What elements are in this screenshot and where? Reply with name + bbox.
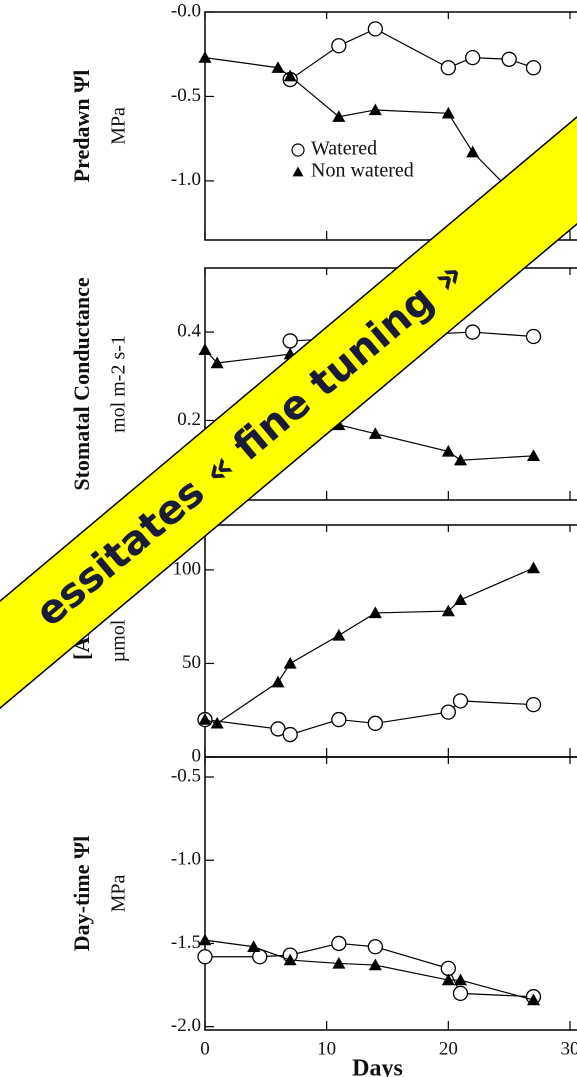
marker <box>452 693 469 709</box>
y-axis-unit: MPa <box>108 874 130 912</box>
marker <box>283 656 297 669</box>
marker <box>368 606 382 619</box>
legend-marker <box>292 166 304 177</box>
marker <box>441 604 455 617</box>
marker <box>331 711 347 728</box>
marker <box>271 675 285 688</box>
y-axis-label: Predawn Ψl <box>69 70 94 183</box>
marker <box>282 726 298 743</box>
marker <box>441 973 455 986</box>
plot-frame <box>204 756 577 1031</box>
marker <box>332 956 346 969</box>
marker <box>367 939 383 955</box>
marker <box>525 60 542 76</box>
marker <box>282 333 298 349</box>
y-tick-label: 100 <box>173 558 202 579</box>
marker <box>367 21 383 37</box>
marker <box>454 593 467 606</box>
marker <box>210 716 224 729</box>
y-tick-label: 50 <box>182 652 201 673</box>
marker <box>465 324 481 340</box>
marker <box>283 69 297 82</box>
marker <box>466 145 480 158</box>
y-axis-label: Stomatal Conductance <box>69 277 94 491</box>
marker <box>525 696 542 713</box>
y-tick-label: 0 <box>192 745 202 766</box>
plot-frame <box>204 11 577 241</box>
y-tick-label: -1.0 <box>171 849 201 870</box>
marker <box>368 958 382 971</box>
x-tick-label: 0 <box>200 1038 210 1059</box>
marker <box>198 343 212 355</box>
marker <box>440 60 456 76</box>
x-tick-label: 10 <box>317 1038 336 1059</box>
y-tick-label: 0.2 <box>177 409 201 430</box>
legend-label: Watered <box>311 138 377 160</box>
marker <box>247 940 261 952</box>
marker <box>440 960 456 977</box>
marker <box>210 356 224 369</box>
y-tick-label: -2.0 <box>171 1015 201 1036</box>
marker <box>454 453 467 466</box>
marker <box>332 110 346 122</box>
legend-label: Non watered <box>311 160 414 182</box>
marker <box>368 427 382 439</box>
marker <box>368 103 382 116</box>
marker <box>527 449 540 462</box>
y-axis-unit: µmol <box>108 619 130 662</box>
x-axis-label: Days <box>352 1056 403 1077</box>
x-tick-label: 20 <box>439 1038 458 1059</box>
marker <box>454 973 467 986</box>
y-tick-label: -1.0 <box>171 169 201 190</box>
marker <box>501 51 517 67</box>
marker <box>271 61 285 73</box>
y-axis-label: Day-time Ψl <box>69 836 94 952</box>
marker <box>367 715 383 731</box>
marker <box>331 38 347 54</box>
y-tick-label: 0.4 <box>177 320 201 341</box>
y-tick-label: -0.0 <box>171 0 201 21</box>
marker <box>198 713 212 725</box>
marker <box>441 444 455 457</box>
marker <box>441 106 455 119</box>
marker <box>332 628 346 641</box>
marker <box>525 328 542 345</box>
marker <box>527 561 540 574</box>
marker <box>440 704 456 720</box>
y-tick-label: -1.5 <box>171 932 201 953</box>
y-tick-label: -0.5 <box>171 85 201 106</box>
marker <box>452 985 469 1002</box>
marker <box>527 993 540 1006</box>
marker <box>283 953 297 966</box>
marker <box>465 49 481 66</box>
marker <box>198 51 212 63</box>
y-axis-unit: mol m-2 s-1 <box>108 335 130 433</box>
marker <box>331 935 347 952</box>
marker <box>197 949 213 965</box>
y-axis-unit: MPa <box>108 107 130 145</box>
y-tick-label: -0.5 <box>171 765 201 786</box>
legend-marker <box>291 143 305 157</box>
marker <box>252 949 268 965</box>
marker <box>198 933 212 946</box>
x-tick-label: 30 <box>561 1038 577 1059</box>
banner-strip <box>0 11 577 797</box>
